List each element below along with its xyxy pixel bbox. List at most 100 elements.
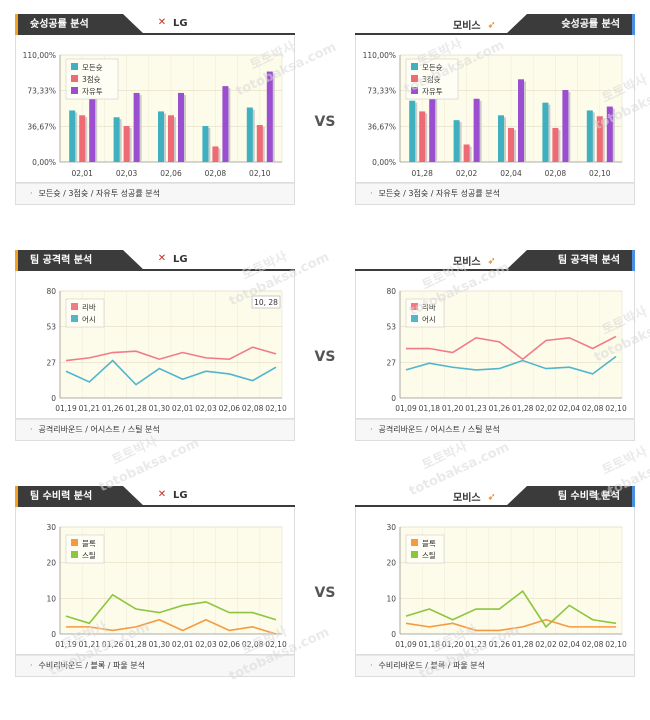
- bullet-icon: ·: [30, 189, 33, 198]
- panel-footer: · 모든슛 / 3점슛 / 자유투 성공률 분석: [355, 183, 635, 205]
- bar: [552, 127, 559, 162]
- x-tick-label: 01,20: [442, 404, 464, 413]
- x-tick-label: 02,03: [116, 169, 138, 178]
- team-name: 모비스: [453, 21, 481, 32]
- panel-defense-lg: 팀 수비력 분석 ✕ LG 0 10 20 30 01,19 01,21 01,26 01,28…: [15, 486, 295, 677]
- legend-label: 3점슛: [82, 74, 101, 84]
- vs-label: VS: [314, 349, 336, 365]
- footer-text: 수비리바운드 / 블록 / 파울 분석: [38, 661, 145, 670]
- bar: [453, 120, 460, 162]
- team-name: LG: [173, 490, 188, 501]
- y-tick-label: 0: [51, 630, 56, 639]
- header-rule: [355, 505, 635, 507]
- x-tick-label: 01,19: [55, 640, 77, 649]
- mobis-logo-icon: ➶: [487, 20, 496, 31]
- header-rule: [15, 505, 295, 507]
- bar-chart-svg: 0,00% 36,67% 73,33% 110,00% 02,01 02,03 02,06 0…: [23, 51, 283, 178]
- x-tick-label: 02,02: [456, 169, 478, 178]
- legend-label: 자유투: [82, 87, 103, 96]
- bar: [473, 98, 480, 162]
- y-tick-label: 0: [51, 394, 56, 403]
- panel-title: 슛성공률 분석: [505, 14, 635, 35]
- footer-text: 모든슛 / 3점슛 / 자유투 성공률 분석: [38, 189, 160, 198]
- y-tick-label: 36,67%: [367, 122, 396, 131]
- panel-title: 팀 수비력 분석: [505, 486, 635, 507]
- legend-swatch: [411, 551, 418, 558]
- legend-swatch: [71, 87, 78, 94]
- x-tick-label: 01,18: [419, 404, 441, 413]
- legend-swatch: [71, 75, 78, 82]
- legend-swatch: [71, 303, 78, 310]
- bar: [463, 144, 470, 162]
- bar: [596, 116, 603, 162]
- vs-label: VS: [314, 585, 336, 601]
- y-tick-label: 110,00%: [23, 51, 56, 60]
- x-tick-label: 01,28: [125, 640, 147, 649]
- y-tick-label: 53: [46, 323, 56, 332]
- bar: [168, 115, 174, 162]
- x-tick-label: 01,28: [512, 640, 534, 649]
- x-tick-label: 02,04: [559, 404, 581, 413]
- legend-label: 모든슛: [422, 63, 443, 72]
- legend-swatch: [411, 539, 418, 546]
- x-tick-label: 01,09: [395, 404, 417, 413]
- tooltip-text: 10, 28: [254, 298, 278, 307]
- bar: [158, 111, 164, 162]
- y-tick-label: 73,33%: [27, 87, 56, 96]
- x-tick-label: 02,08: [582, 404, 604, 413]
- watermark: 토토박사: [419, 439, 470, 474]
- legend-swatch: [71, 63, 78, 70]
- chart-area: 0,00% 36,67% 73,33% 110,00% 02,01 02,03 02,06 0…: [15, 35, 295, 183]
- x-tick-label: 01,26: [102, 640, 124, 649]
- bar: [409, 100, 416, 162]
- x-tick-label: 01,26: [102, 404, 124, 413]
- team-label: ✕ LG: [151, 489, 188, 501]
- team-label: ✕ LG: [151, 17, 188, 29]
- bullet-icon: ·: [370, 661, 373, 670]
- x-tick-label: 02,01: [172, 404, 194, 413]
- series-line: [65, 593, 277, 625]
- x-tick-label: 01,30: [149, 640, 171, 649]
- y-tick-label: 0,00%: [372, 158, 396, 167]
- series-line: [405, 618, 616, 632]
- x-tick-label: 01,28: [125, 404, 147, 413]
- bar: [133, 92, 140, 162]
- x-tick-label: 02,08: [242, 640, 264, 649]
- legend-label: 어시: [82, 314, 96, 324]
- bar: [562, 90, 569, 162]
- bar: [123, 126, 130, 162]
- chart-area: 0 10 20 30 01,09 01,18 01,20 01,23 01,26 01,28 02,…: [355, 507, 635, 655]
- panel-footer: · 수비리바운드 / 블록 / 파울 분석: [15, 655, 295, 677]
- y-tick-label: 36,67%: [27, 122, 56, 131]
- legend-label: 어시: [422, 314, 436, 324]
- team-name: 모비스: [453, 493, 481, 504]
- y-tick-label: 20: [386, 559, 396, 568]
- panel-title: 팀 수비력 분석: [15, 486, 145, 507]
- x-tick-label: 02,10: [605, 404, 627, 413]
- bar: [212, 146, 219, 162]
- series-line: [65, 359, 277, 386]
- bar: [542, 102, 549, 162]
- x-tick-label: 02,02: [535, 640, 557, 649]
- y-tick-label: 73,33%: [367, 87, 396, 96]
- x-tick-label: 02,10: [265, 404, 287, 413]
- tooltip: 10, 28: [251, 295, 281, 309]
- y-tick-label: 30: [386, 523, 396, 532]
- bar: [518, 79, 524, 162]
- bar: [606, 106, 613, 162]
- series-line: [66, 618, 277, 635]
- legend-swatch: [71, 539, 78, 546]
- x-tick-label: 01,09: [395, 640, 417, 649]
- legend-label: 블록: [422, 539, 436, 548]
- bar: [222, 86, 229, 162]
- team-name: LG: [173, 254, 188, 265]
- bar: [266, 71, 273, 162]
- panel-footer: · 수비리바운드 / 블록 / 파울 분석: [355, 655, 635, 677]
